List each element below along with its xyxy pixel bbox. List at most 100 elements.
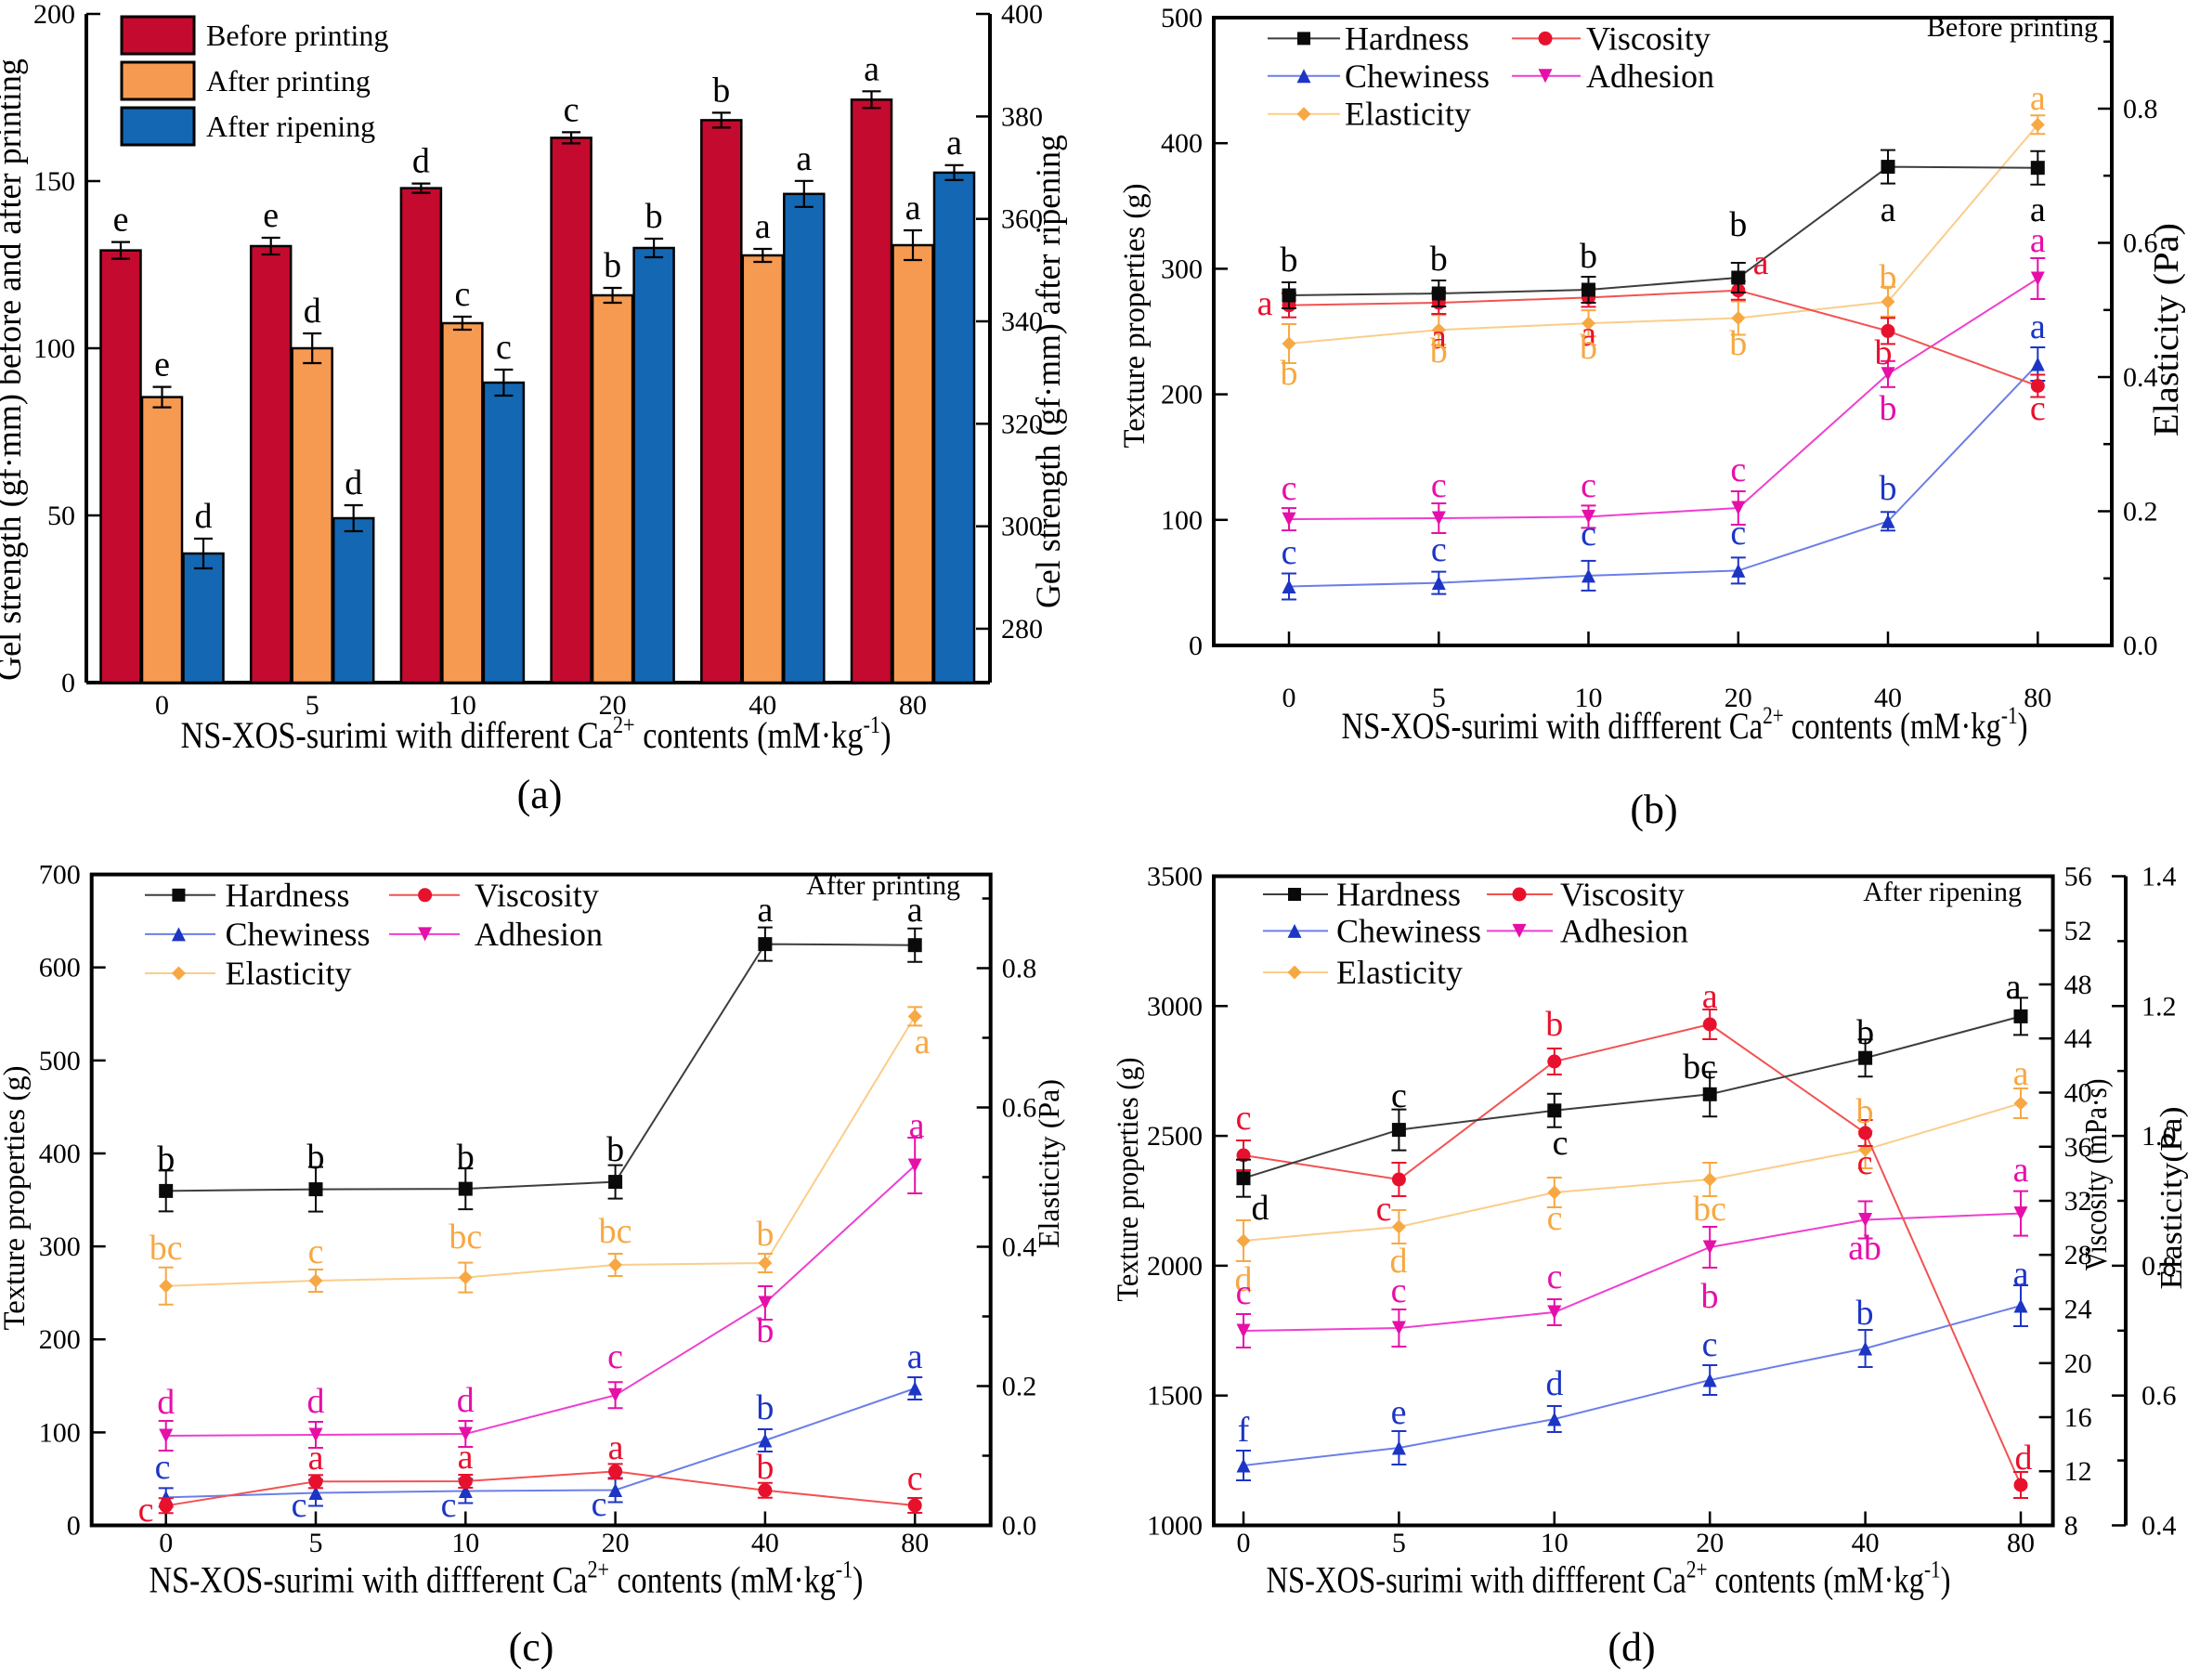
svg-text:600: 600 — [39, 953, 81, 983]
svg-text:360: 360 — [1001, 204, 1043, 235]
svg-text:Elasticity: Elasticity — [1345, 96, 1471, 133]
svg-text:(c): (c) — [509, 1624, 554, 1670]
svg-text:5: 5 — [306, 690, 319, 721]
svg-text:400: 400 — [1001, 0, 1043, 30]
svg-text:b: b — [645, 197, 663, 236]
svg-text:32: 32 — [2064, 1186, 2092, 1217]
svg-text:c: c — [1391, 1271, 1407, 1310]
svg-text:0.8: 0.8 — [2123, 94, 2158, 124]
svg-text:Gel strength (gf·mm) after rip: Gel strength (gf·mm) after ripening — [1030, 135, 1068, 608]
svg-text:e: e — [154, 345, 170, 384]
svg-text:a: a — [2030, 221, 2046, 260]
svg-text:10: 10 — [1575, 683, 1603, 713]
svg-text:c: c — [496, 328, 512, 367]
svg-text:NS-XOS-surimi with diffferent: NS-XOS-surimi with diffferent Ca2+ conte… — [1342, 702, 2028, 747]
svg-text:c: c — [1376, 1190, 1392, 1229]
svg-text:Viscosity: Viscosity — [475, 877, 599, 914]
svg-text:36: 36 — [2064, 1132, 2092, 1163]
svg-text:300: 300 — [1161, 254, 1203, 284]
svg-text:100: 100 — [1161, 505, 1203, 536]
svg-text:150: 150 — [33, 166, 75, 197]
svg-text:a: a — [907, 1337, 923, 1376]
svg-text:16: 16 — [2064, 1402, 2092, 1433]
svg-text:d: d — [1235, 1260, 1253, 1299]
svg-text:c: c — [1282, 469, 1297, 508]
svg-text:c: c — [292, 1486, 307, 1525]
svg-text:b: b — [1545, 1005, 1563, 1044]
svg-text:0: 0 — [67, 1511, 81, 1542]
svg-text:80: 80 — [2024, 683, 2051, 713]
svg-text:8: 8 — [2064, 1511, 2078, 1542]
svg-text:b: b — [1856, 1294, 1874, 1333]
svg-text:Elasticity (Pa): Elasticity (Pa) — [2147, 223, 2186, 436]
svg-text:0: 0 — [61, 668, 75, 698]
svg-text:a: a — [2030, 190, 2046, 229]
svg-text:b: b — [1856, 1092, 1874, 1131]
svg-text:c: c — [308, 1232, 324, 1271]
svg-text:a: a — [2013, 1255, 2029, 1294]
svg-text:a: a — [1581, 315, 1596, 354]
svg-text:e: e — [1391, 1393, 1407, 1432]
svg-text:40: 40 — [2064, 1078, 2092, 1109]
svg-text:100: 100 — [39, 1417, 81, 1448]
svg-text:a: a — [946, 124, 962, 163]
svg-text:c: c — [454, 275, 470, 314]
svg-text:c: c — [907, 1459, 923, 1498]
svg-text:Adhesion: Adhesion — [1560, 912, 1688, 949]
svg-text:0: 0 — [1237, 1528, 1251, 1558]
svg-text:a: a — [757, 891, 773, 930]
svg-text:b: b — [307, 1138, 325, 1177]
svg-text:0.6: 0.6 — [1002, 1093, 1037, 1124]
svg-text:10: 10 — [1541, 1528, 1569, 1558]
svg-text:340: 340 — [1001, 306, 1043, 337]
svg-text:c: c — [1431, 530, 1447, 569]
svg-text:0.6: 0.6 — [2141, 1381, 2177, 1412]
svg-text:c: c — [592, 1485, 607, 1524]
svg-text:d: d — [195, 497, 213, 536]
svg-text:2000: 2000 — [1147, 1251, 1203, 1282]
svg-text:56: 56 — [2064, 862, 2092, 892]
svg-text:2500: 2500 — [1147, 1121, 1203, 1152]
svg-text:500: 500 — [1161, 3, 1203, 33]
svg-text:Hardness: Hardness — [226, 877, 350, 914]
svg-text:b: b — [1880, 389, 1897, 428]
svg-text:b: b — [1856, 1013, 1874, 1052]
svg-text:b: b — [756, 1311, 774, 1350]
svg-text:a: a — [1702, 977, 1718, 1016]
svg-text:b: b — [1281, 354, 1298, 393]
svg-text:b: b — [1729, 324, 1747, 363]
svg-text:28: 28 — [2064, 1240, 2092, 1270]
svg-text:10: 10 — [451, 1528, 479, 1558]
svg-text:c: c — [1236, 1099, 1252, 1138]
svg-text:10: 10 — [449, 690, 476, 721]
svg-text:b: b — [1580, 237, 1597, 276]
svg-text:Chewiness: Chewiness — [226, 916, 371, 953]
svg-text:d: d — [157, 1383, 175, 1422]
svg-text:12: 12 — [2064, 1456, 2092, 1487]
svg-text:1.0: 1.0 — [2141, 1121, 2177, 1152]
svg-text:20: 20 — [2064, 1348, 2092, 1379]
svg-text:a: a — [2030, 79, 2046, 118]
svg-text:b: b — [756, 1388, 774, 1427]
svg-text:1500: 1500 — [1147, 1381, 1203, 1412]
svg-text:b: b — [756, 1215, 774, 1254]
svg-text:Texture properties (g): Texture properties (g) — [1112, 1058, 1145, 1302]
svg-text:380: 380 — [1001, 101, 1043, 132]
svg-text:(d): (d) — [1608, 1624, 1655, 1670]
svg-text:c: c — [138, 1491, 154, 1530]
svg-text:80: 80 — [2007, 1528, 2035, 1558]
svg-text:3000: 3000 — [1147, 991, 1203, 1022]
svg-text:bc: bc — [599, 1212, 632, 1251]
svg-text:c: c — [1581, 514, 1596, 553]
svg-text:a: a — [458, 1438, 474, 1477]
svg-text:500: 500 — [39, 1046, 81, 1076]
svg-text:Hardness: Hardness — [1345, 20, 1469, 57]
svg-text:a: a — [2030, 307, 2046, 346]
svg-text:700: 700 — [39, 860, 81, 891]
svg-text:0.4: 0.4 — [1002, 1232, 1037, 1263]
svg-text:b: b — [1701, 1277, 1719, 1316]
svg-text:b: b — [604, 246, 621, 285]
svg-text:44: 44 — [2064, 1023, 2092, 1054]
svg-text:48: 48 — [2064, 970, 2092, 1000]
svg-text:e: e — [113, 201, 129, 240]
